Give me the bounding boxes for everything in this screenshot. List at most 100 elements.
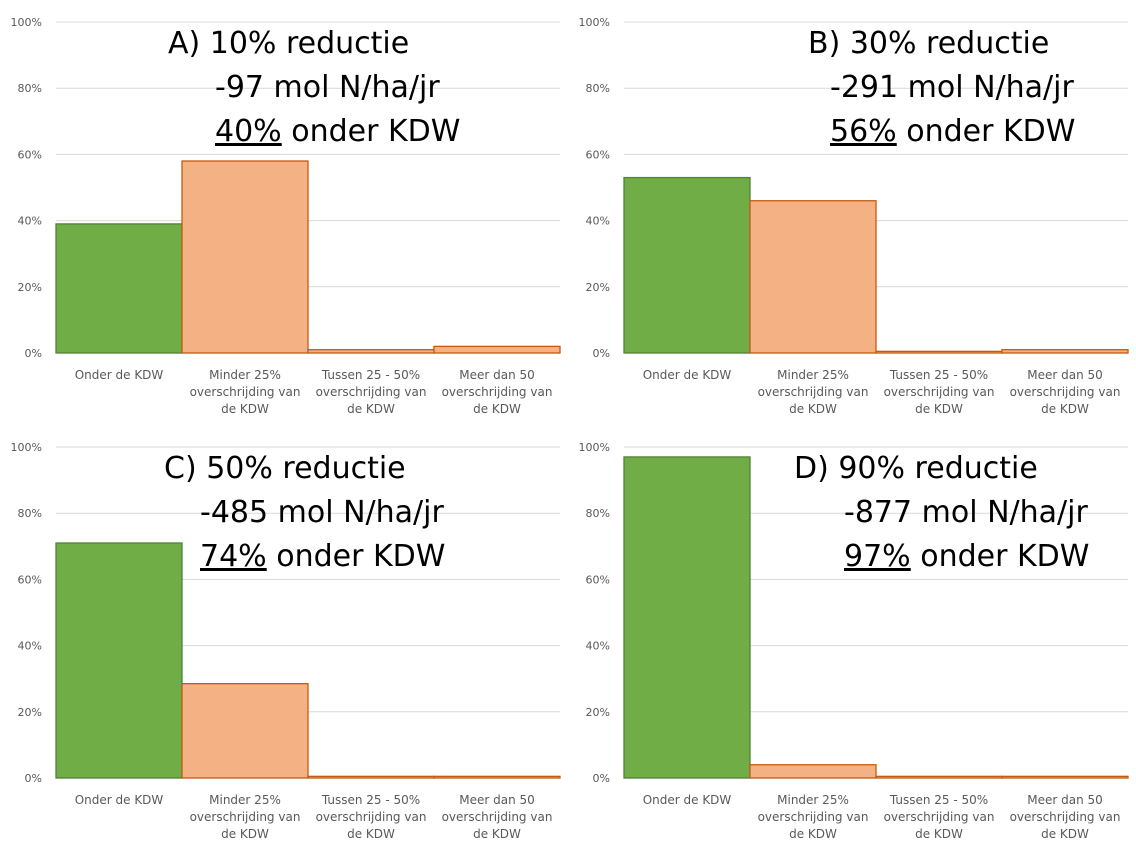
y-tick-label: 60% — [586, 148, 610, 161]
y-tick-label: 80% — [586, 82, 610, 95]
category-label: Tussen 25 - 50% — [321, 793, 420, 807]
category-label: de KDW — [915, 402, 963, 416]
bar — [1001, 349, 1129, 354]
y-tick-label: 80% — [18, 507, 42, 520]
chart-panel-a: 0% 20% 40% 60% 80% 100% Onder de KDW Minder 25%… — [0, 0, 568, 425]
bar — [749, 764, 877, 779]
category-label: Meer dan 50 — [459, 368, 535, 382]
category-label: overschrijding van — [884, 810, 995, 824]
category-label: de KDW — [473, 402, 521, 416]
annotation-share-pct: 56% — [830, 114, 897, 149]
category-label: overschrijding van — [1010, 385, 1121, 399]
y-tick-label: 60% — [18, 573, 42, 586]
y-tick-label: 100% — [579, 441, 610, 454]
category-label: Onder de KDW — [75, 793, 164, 807]
bar — [875, 350, 1003, 354]
y-tick-label: 100% — [579, 16, 610, 29]
annotation-share: 74% onder KDW — [200, 539, 445, 574]
y-tick-label: 0% — [25, 347, 42, 360]
category-label: overschrijding van — [1010, 810, 1121, 824]
category-label: de KDW — [347, 402, 395, 416]
annotation-share-text: onder KDW — [267, 539, 446, 574]
bar — [1001, 775, 1129, 779]
category-label: de KDW — [1041, 402, 1089, 416]
category-label: de KDW — [915, 827, 963, 841]
annotation-share: 97% onder KDW — [844, 539, 1089, 574]
bar — [875, 775, 1003, 779]
annotation-title: B) 30% reductie — [808, 26, 1049, 61]
annotation-share: 40% onder KDW — [215, 114, 460, 149]
annotation-share-text: onder KDW — [897, 114, 1076, 149]
y-tick-label: 0% — [593, 772, 610, 785]
category-label: de KDW — [221, 827, 269, 841]
category-label: Meer dan 50 — [1027, 793, 1103, 807]
y-tick-label: 80% — [586, 507, 610, 520]
y-tick-label: 40% — [18, 215, 42, 228]
bar — [433, 345, 561, 354]
chart-panel-d: 0% 20% 40% 60% 80% 100% Onder de KDW Minder 25%… — [568, 425, 1136, 849]
annotation-share-text: onder KDW — [282, 114, 461, 149]
category-label: de KDW — [347, 827, 395, 841]
category-label: Meer dan 50 — [1027, 368, 1103, 382]
bar — [55, 223, 183, 354]
y-tick-label: 100% — [11, 441, 42, 454]
annotation-share-text: onder KDW — [911, 539, 1090, 574]
bar — [749, 200, 877, 354]
y-tick-label: 60% — [18, 148, 42, 161]
y-tick-label: 0% — [25, 772, 42, 785]
category-label: Tussen 25 - 50% — [889, 368, 988, 382]
annotation-share-pct: 40% — [215, 114, 282, 149]
chart-panel-b: 0% 20% 40% 60% 80% 100% Onder de KDW Minder 25%… — [568, 0, 1136, 425]
category-label: de KDW — [789, 402, 837, 416]
category-label: overschrijding van — [316, 385, 427, 399]
bar — [623, 176, 751, 354]
category-label: Onder de KDW — [643, 368, 732, 382]
category-label: de KDW — [789, 827, 837, 841]
category-label: overschrijding van — [758, 385, 869, 399]
category-label: de KDW — [473, 827, 521, 841]
category-label: Minder 25% — [209, 368, 281, 382]
y-tick-label: 40% — [586, 640, 610, 653]
chart-panel-c: 0% 20% 40% 60% 80% 100% Onder de KDW Minder 25%… — [0, 425, 568, 849]
y-tick-label: 40% — [18, 640, 42, 653]
category-label: Tussen 25 - 50% — [321, 368, 420, 382]
y-tick-label: 20% — [18, 281, 42, 294]
annotation-delta: -485 mol N/ha/jr — [200, 495, 444, 530]
category-label: Minder 25% — [209, 793, 281, 807]
y-tick-label: 80% — [18, 82, 42, 95]
annotation-title: A) 10% reductie — [168, 26, 409, 61]
chart-svg-a: 0% 20% 40% 60% 80% 100% Onder de KDW Minder 25%… — [11, 16, 561, 416]
bar — [307, 349, 435, 354]
category-label: Onder de KDW — [75, 368, 164, 382]
y-tick-label: 40% — [586, 215, 610, 228]
bar — [623, 456, 751, 779]
annotation-share-pct: 74% — [200, 539, 267, 574]
category-label: Minder 25% — [777, 368, 849, 382]
chart-svg-d: 0% 20% 40% 60% 80% 100% Onder de KDW Minder 25%… — [579, 441, 1129, 841]
bar — [181, 683, 309, 779]
category-label: de KDW — [221, 402, 269, 416]
category-label: overschrijding van — [190, 385, 301, 399]
annotation-title: D) 90% reductie — [794, 451, 1038, 486]
annotation-delta: -877 mol N/ha/jr — [844, 495, 1088, 530]
bar — [55, 542, 183, 779]
category-label: de KDW — [1041, 827, 1089, 841]
bar — [307, 775, 435, 779]
y-tick-label: 20% — [18, 706, 42, 719]
category-label: Meer dan 50 — [459, 793, 535, 807]
category-label: Tussen 25 - 50% — [889, 793, 988, 807]
bar — [181, 160, 309, 354]
y-tick-label: 100% — [11, 16, 42, 29]
category-label: overschrijding van — [316, 810, 427, 824]
y-tick-label: 20% — [586, 706, 610, 719]
annotation-share-pct: 97% — [844, 539, 911, 574]
bar — [433, 775, 561, 779]
y-tick-label: 0% — [593, 347, 610, 360]
annotation-delta: -291 mol N/ha/jr — [830, 70, 1074, 105]
category-label: overschrijding van — [442, 810, 553, 824]
y-tick-label: 20% — [586, 281, 610, 294]
category-label: overschrijding van — [884, 385, 995, 399]
category-label: Onder de KDW — [643, 793, 732, 807]
chart-svg-c: 0% 20% 40% 60% 80% 100% Onder de KDW Minder 25%… — [11, 441, 561, 841]
